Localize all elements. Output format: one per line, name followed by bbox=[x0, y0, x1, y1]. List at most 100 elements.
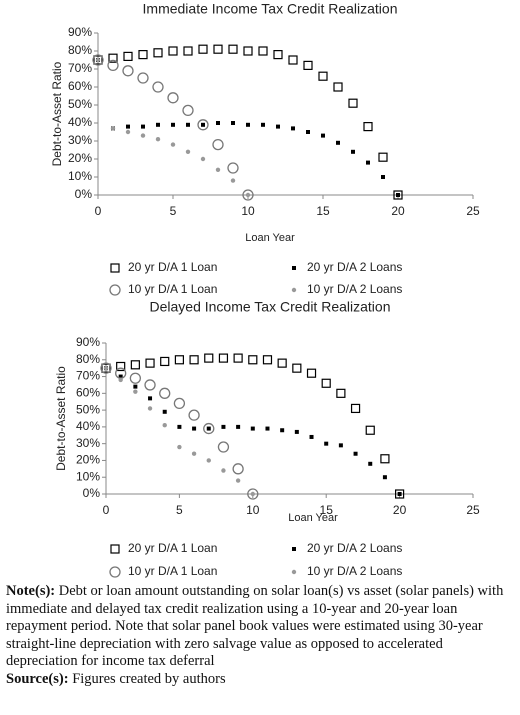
marker bbox=[291, 126, 295, 131]
marker bbox=[380, 454, 390, 464]
marker bbox=[351, 149, 355, 154]
marker bbox=[162, 409, 167, 414]
marker bbox=[350, 403, 361, 414]
marker bbox=[221, 424, 226, 429]
marker bbox=[188, 409, 200, 421]
marker bbox=[396, 193, 400, 197]
y-axis-label: Debt-to-Asset Ratio bbox=[54, 366, 68, 471]
marker bbox=[382, 475, 387, 480]
marker bbox=[130, 360, 140, 370]
marker bbox=[276, 124, 280, 129]
marker bbox=[174, 355, 184, 365]
x-tick-label: 20 bbox=[391, 204, 405, 218]
marker bbox=[148, 396, 153, 401]
marker bbox=[101, 363, 111, 373]
legend-label: 10 yr D/A 2 Loans bbox=[307, 282, 402, 296]
marker bbox=[100, 362, 112, 374]
charts: Immediate Income Tax Credit Realization D… bbox=[50, 1, 480, 578]
marker bbox=[129, 372, 142, 384]
marker bbox=[258, 46, 268, 56]
marker bbox=[294, 429, 299, 434]
marker bbox=[227, 162, 239, 174]
legend-label: 20 yr D/A 1 Loan bbox=[128, 541, 217, 555]
marker bbox=[191, 451, 197, 456]
y-tick-label: 10% bbox=[68, 169, 92, 183]
y-tick-label: 80% bbox=[68, 43, 92, 57]
marker bbox=[232, 463, 244, 475]
x-tick-label: 0 bbox=[103, 503, 110, 517]
marker bbox=[116, 361, 126, 372]
marker bbox=[306, 368, 317, 378]
x-tick-label: 15 bbox=[316, 204, 330, 218]
marker bbox=[291, 287, 297, 293]
marker bbox=[235, 478, 241, 483]
y-tick-label: 40% bbox=[68, 115, 92, 129]
marker bbox=[168, 46, 178, 56]
marker bbox=[156, 122, 160, 127]
x-tick-label: 10 bbox=[246, 503, 260, 517]
legend-label: 10 yr D/A 1 Loan bbox=[128, 564, 217, 578]
marker bbox=[368, 461, 373, 466]
marker bbox=[366, 160, 370, 165]
marker bbox=[309, 434, 314, 439]
x-tick-label: 25 bbox=[466, 204, 480, 218]
marker bbox=[277, 358, 287, 368]
marker bbox=[125, 129, 131, 135]
y-tick-label: 60% bbox=[76, 386, 100, 400]
marker bbox=[395, 489, 405, 499]
marker bbox=[292, 363, 302, 373]
marker bbox=[333, 82, 343, 92]
note-label: Note(s): bbox=[6, 583, 56, 599]
marker bbox=[236, 424, 241, 429]
x-tick-label: 0 bbox=[95, 204, 102, 218]
marker bbox=[318, 71, 328, 81]
marker bbox=[231, 121, 235, 125]
marker bbox=[185, 149, 191, 154]
y-tick-label: 50% bbox=[76, 402, 100, 416]
marker bbox=[324, 441, 329, 446]
marker bbox=[198, 44, 208, 54]
marker bbox=[348, 98, 358, 108]
marker bbox=[321, 378, 331, 388]
marker bbox=[147, 406, 153, 411]
y-tick-label: 20% bbox=[76, 453, 100, 467]
marker bbox=[250, 491, 255, 497]
marker bbox=[265, 426, 270, 431]
marker bbox=[216, 121, 220, 125]
marker bbox=[92, 54, 104, 66]
marker bbox=[206, 458, 211, 463]
marker bbox=[321, 133, 325, 138]
marker bbox=[159, 387, 171, 399]
x-tick-label: 10 bbox=[241, 204, 255, 218]
marker bbox=[160, 356, 170, 367]
source: Source(s): Figures created by authors bbox=[6, 671, 514, 689]
marker bbox=[217, 441, 230, 453]
marker bbox=[306, 130, 310, 134]
marker bbox=[177, 444, 182, 450]
legend-label: 10 yr D/A 2 Loans bbox=[307, 564, 402, 578]
marker bbox=[245, 192, 251, 198]
legend-label: 20 yr D/A 2 Loans bbox=[307, 260, 402, 274]
marker bbox=[93, 55, 103, 65]
legend-label: 20 yr D/A 1 Loan bbox=[128, 260, 217, 274]
marker bbox=[262, 355, 273, 365]
marker bbox=[137, 72, 149, 84]
notes: Note(s): Debt or loan amount outstanding… bbox=[6, 583, 514, 688]
y-tick-label: 0% bbox=[75, 187, 93, 201]
y-tick-label: 70% bbox=[68, 61, 92, 75]
marker bbox=[126, 124, 130, 129]
x-tick-label: 5 bbox=[170, 204, 177, 218]
marker bbox=[183, 46, 193, 56]
y-tick-label: 0% bbox=[83, 486, 101, 500]
marker bbox=[250, 426, 255, 431]
marker bbox=[381, 175, 385, 179]
marker bbox=[248, 355, 258, 365]
marker bbox=[167, 92, 179, 104]
marker bbox=[122, 65, 134, 77]
marker bbox=[353, 451, 358, 456]
marker bbox=[133, 384, 138, 389]
marker bbox=[138, 49, 148, 60]
marker bbox=[200, 156, 206, 162]
note-text: Debt or loan amount outstanding on solar… bbox=[6, 583, 504, 669]
